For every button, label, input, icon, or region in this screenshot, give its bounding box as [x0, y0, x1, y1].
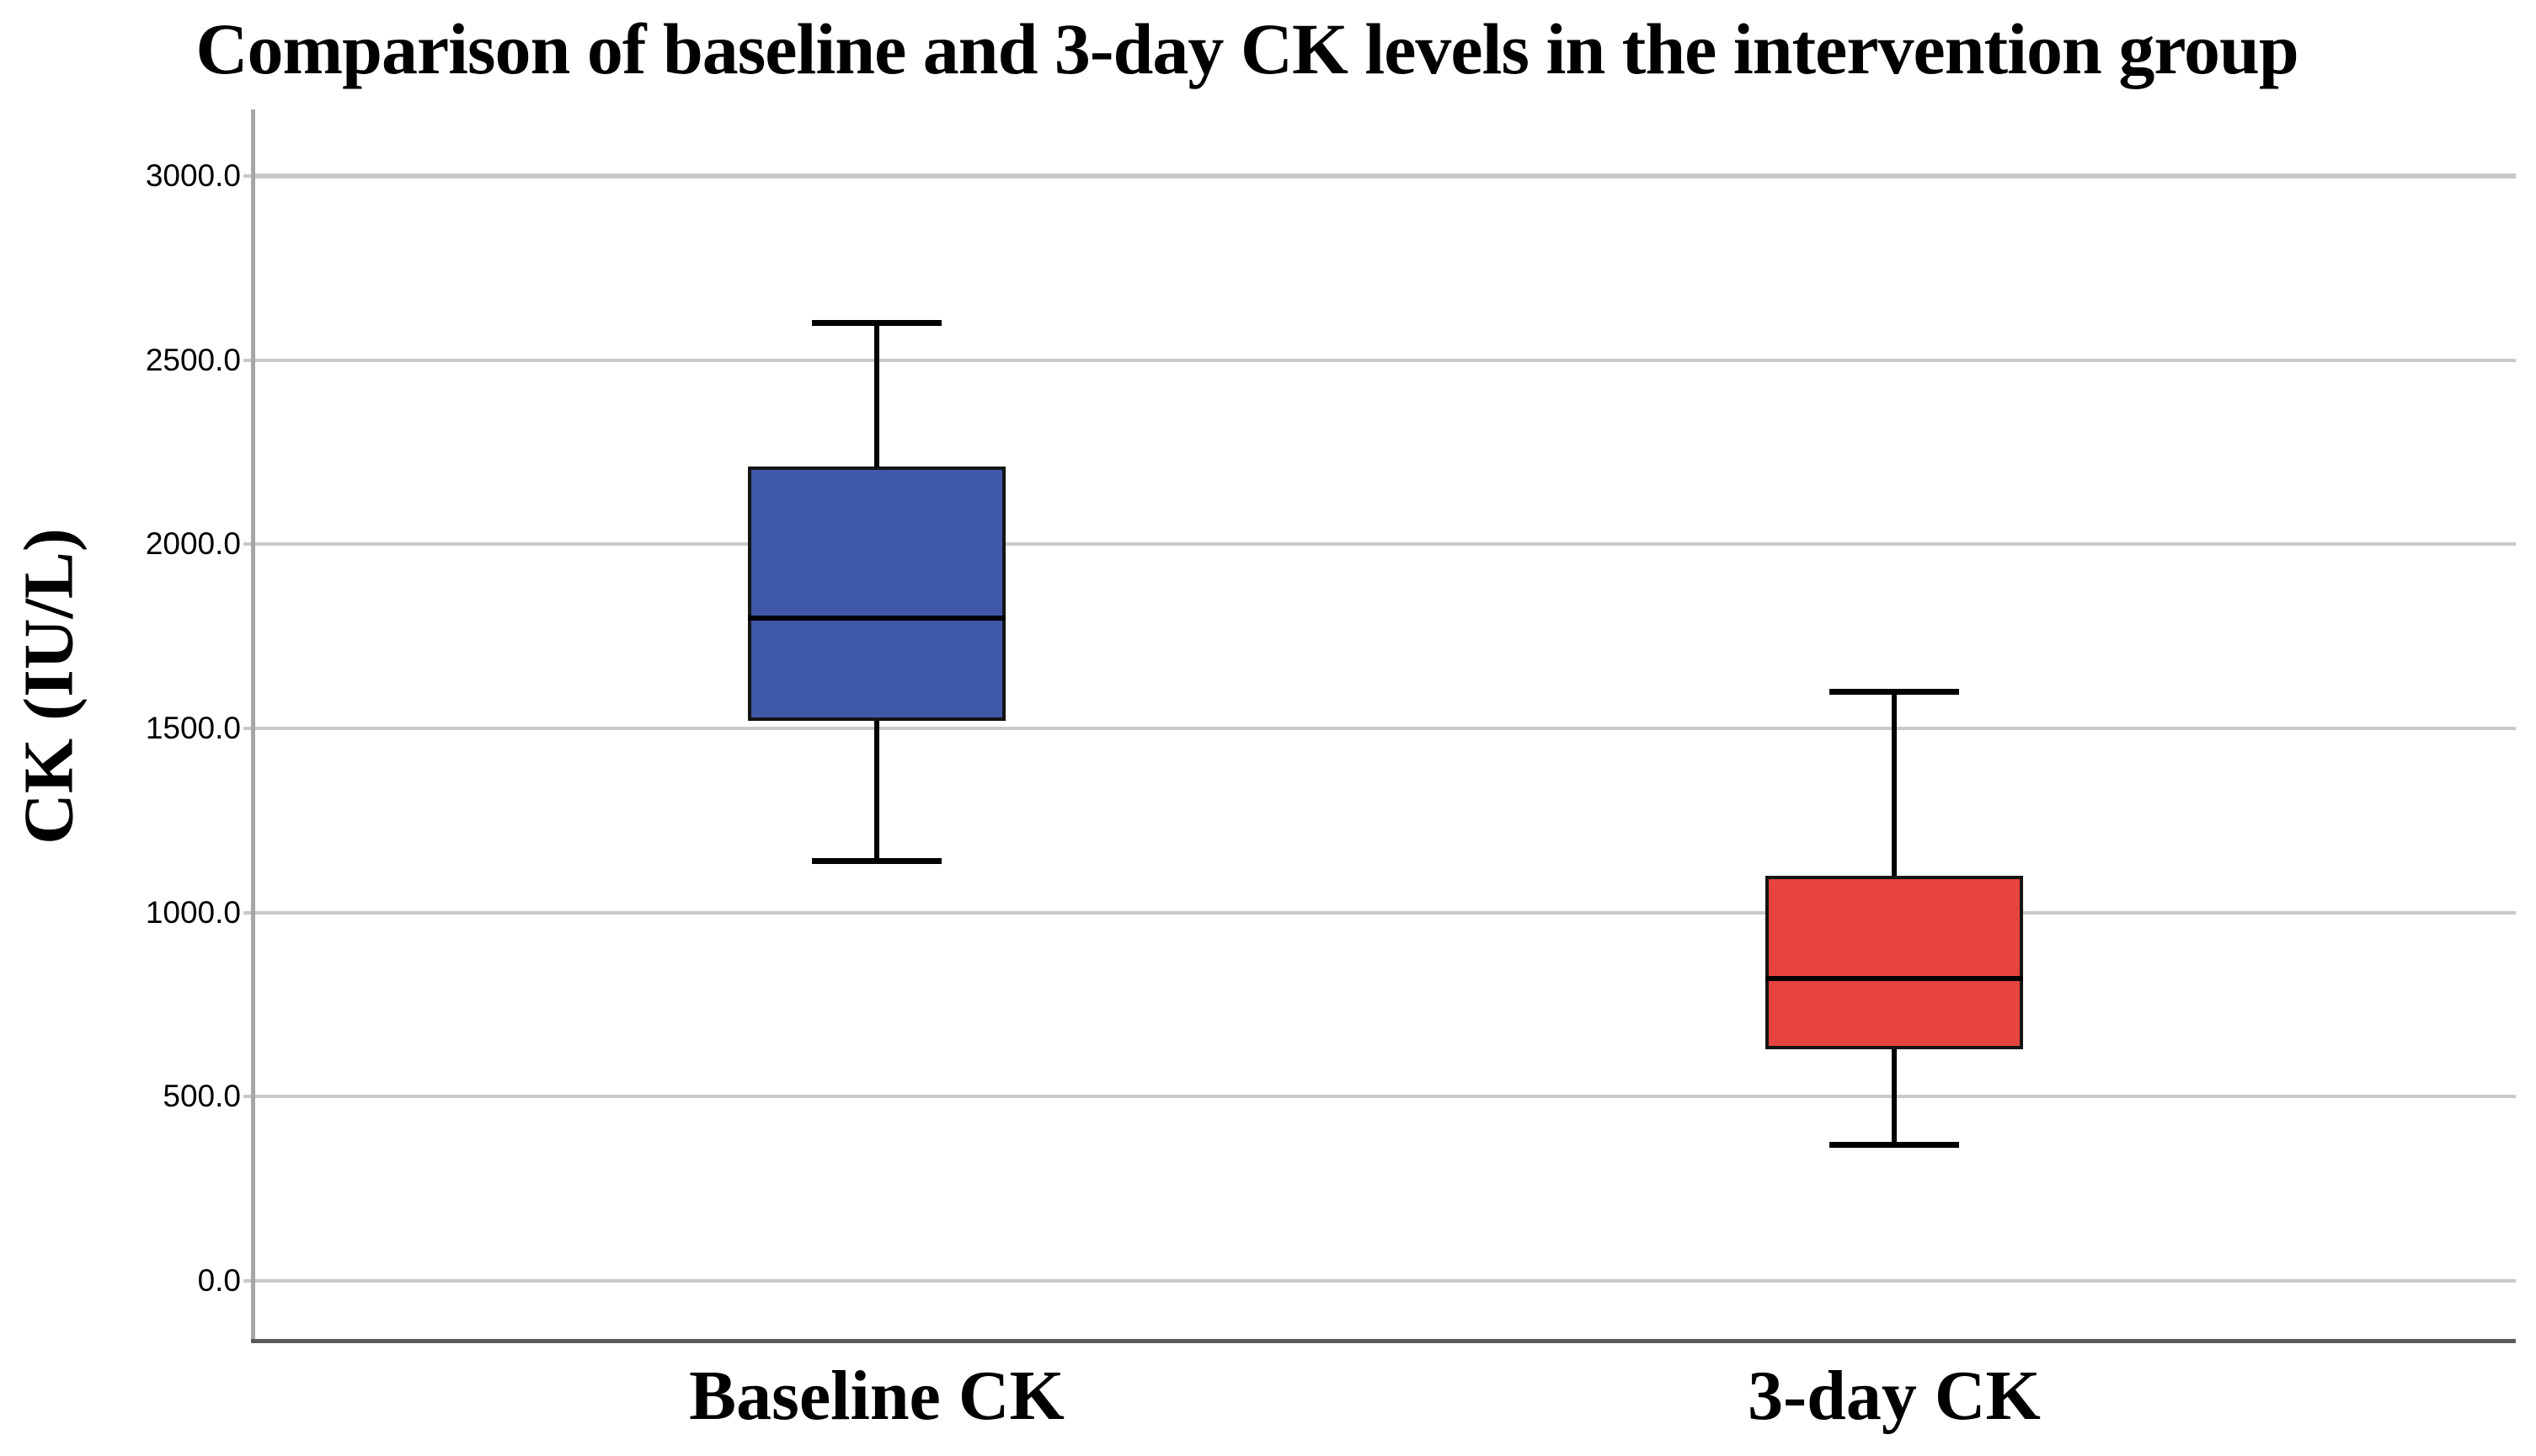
gridline: [255, 173, 2516, 179]
y-tick-mark: [243, 1095, 255, 1098]
gridline: [255, 1095, 2516, 1098]
median-line-3-day-ck: [1765, 976, 2023, 981]
y-tick-mark: [243, 542, 255, 546]
x-axis-line: [251, 1339, 2516, 1343]
y-tick-label: 2000.0: [145, 526, 241, 561]
y-tick-label: 0.0: [197, 1263, 241, 1298]
whisker-upper-3-day-ck: [1892, 691, 1897, 876]
whisker-cap-max-baseline-ck: [812, 320, 942, 326]
box-3-day-ck: [1765, 876, 2023, 1049]
whisker-lower-baseline-ck: [874, 721, 879, 861]
y-tick-label: 1500.0: [145, 711, 241, 745]
gridline: [255, 542, 2516, 546]
y-tick-mark: [243, 727, 255, 730]
gridline: [255, 359, 2516, 362]
box-baseline-ck: [748, 467, 1006, 721]
whisker-cap-min-baseline-ck: [812, 858, 942, 864]
y-tick-label: 3000.0: [145, 158, 241, 193]
y-tick-label: 1000.0: [145, 895, 241, 930]
gridline: [255, 1279, 2516, 1283]
y-axis-line: [251, 109, 255, 1343]
x-category-label-baseline-ck: Baseline CK: [689, 1357, 1065, 1435]
gridline: [255, 911, 2516, 915]
whisker-cap-min-3-day-ck: [1829, 1142, 1959, 1148]
y-axis-title: CK (IU/L): [9, 528, 88, 845]
whisker-upper-baseline-ck: [874, 323, 879, 467]
gridline: [255, 727, 2516, 730]
y-tick-mark: [243, 911, 255, 915]
whisker-lower-3-day-ck: [1892, 1048, 1897, 1144]
median-line-baseline-ck: [748, 616, 1006, 621]
y-tick-mark: [243, 174, 255, 178]
y-tick-label: 500.0: [163, 1079, 241, 1113]
chart-title: Comparison of baseline and 3-day CK leve…: [195, 8, 2298, 89]
y-tick-mark: [243, 1279, 255, 1283]
x-category-label-3-day-ck: 3-day CK: [1748, 1357, 2041, 1435]
whisker-cap-max-3-day-ck: [1829, 689, 1959, 695]
y-tick-mark: [243, 359, 255, 362]
y-tick-label: 2500.0: [145, 343, 241, 377]
